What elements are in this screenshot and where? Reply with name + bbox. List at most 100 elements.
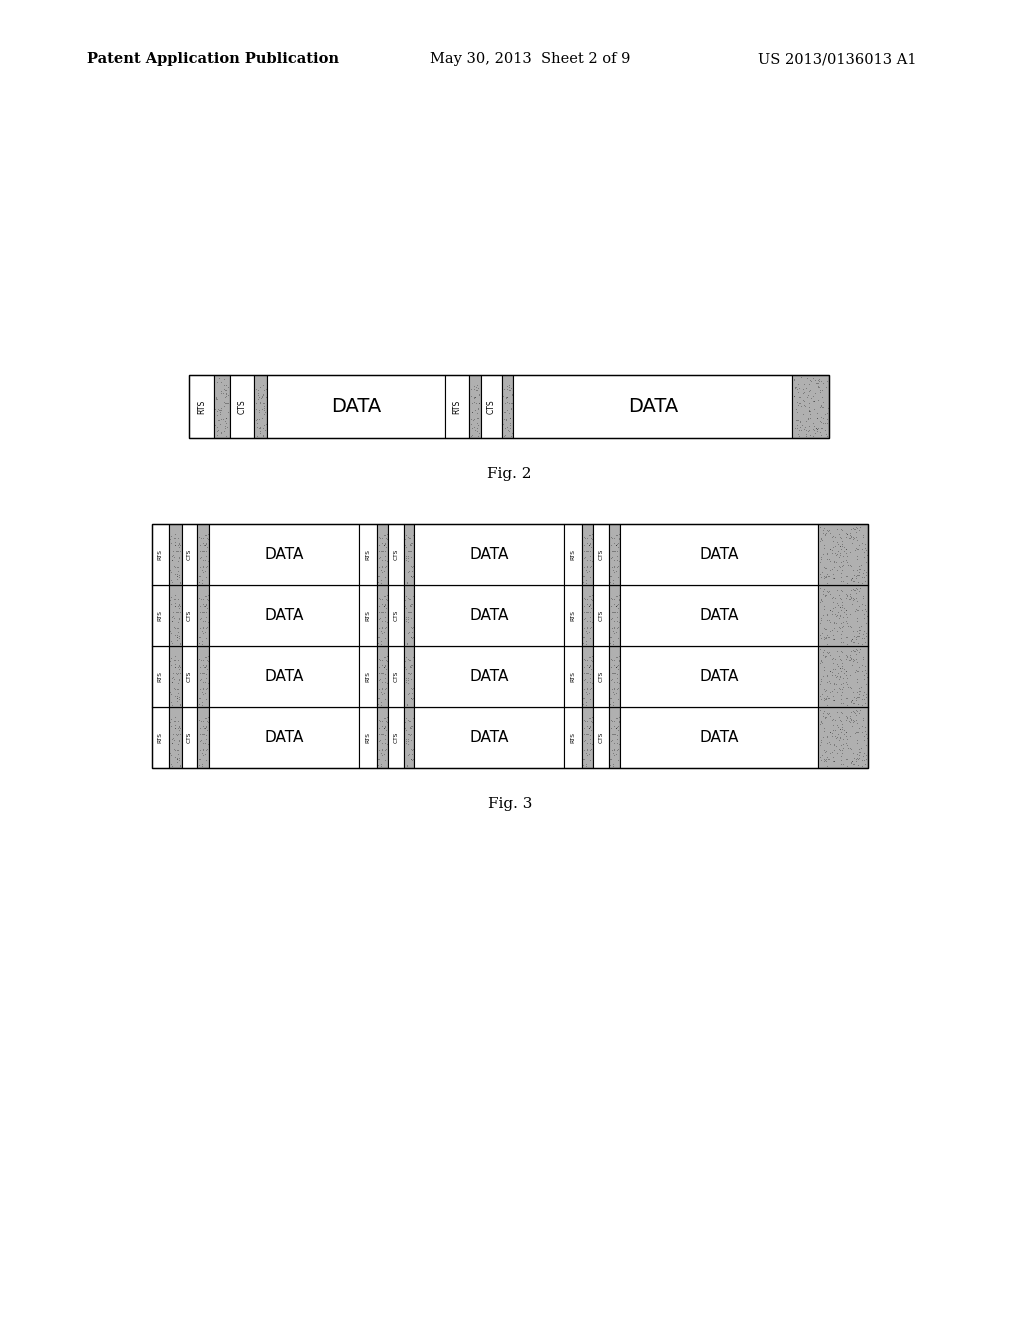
Point — [496, 426, 512, 447]
Point — [842, 554, 858, 576]
Point — [164, 549, 180, 570]
Point — [605, 620, 622, 642]
Point — [830, 616, 847, 638]
Point — [834, 743, 850, 764]
Point — [842, 528, 858, 549]
Point — [858, 540, 874, 561]
Point — [402, 730, 419, 751]
Point — [251, 418, 267, 440]
Point — [218, 383, 234, 404]
Point — [838, 705, 854, 726]
Point — [844, 568, 860, 589]
Point — [584, 706, 600, 727]
Text: CTS: CTS — [393, 733, 398, 743]
Point — [845, 754, 861, 775]
Point — [163, 684, 179, 705]
Point — [169, 568, 185, 589]
Point — [168, 601, 184, 622]
Point — [811, 516, 827, 537]
Point — [828, 701, 845, 722]
Point — [165, 544, 181, 565]
Point — [404, 748, 421, 770]
Point — [166, 677, 182, 698]
Point — [403, 616, 420, 638]
Point — [191, 709, 208, 730]
Point — [856, 729, 872, 750]
Point — [818, 564, 835, 585]
Point — [848, 527, 864, 548]
Point — [851, 744, 867, 766]
Point — [834, 710, 850, 731]
Point — [817, 376, 834, 397]
Point — [835, 737, 851, 758]
Point — [606, 710, 623, 731]
Point — [167, 595, 183, 616]
Point — [792, 412, 808, 433]
Point — [830, 730, 847, 751]
Point — [402, 655, 419, 676]
Point — [172, 656, 188, 677]
Point — [172, 723, 188, 744]
Point — [371, 626, 387, 647]
Point — [191, 688, 208, 709]
Point — [217, 425, 233, 446]
Point — [813, 607, 829, 628]
Point — [850, 539, 866, 560]
Point — [838, 660, 854, 681]
Point — [801, 393, 817, 414]
Point — [249, 412, 265, 433]
Point — [583, 750, 599, 771]
Point — [583, 715, 599, 737]
Point — [843, 710, 859, 731]
Point — [163, 692, 179, 713]
Point — [254, 399, 270, 420]
Point — [838, 644, 854, 665]
Point — [171, 597, 187, 618]
Point — [830, 738, 847, 759]
Point — [583, 566, 599, 587]
Point — [607, 717, 624, 738]
Point — [503, 425, 519, 446]
Point — [577, 602, 593, 623]
Point — [167, 624, 183, 645]
Point — [166, 653, 182, 675]
Bar — [593, 585, 609, 647]
Point — [609, 554, 626, 576]
Point — [373, 560, 389, 581]
Point — [820, 731, 837, 752]
Point — [848, 565, 864, 586]
Point — [859, 667, 876, 688]
Point — [200, 734, 216, 755]
Point — [845, 620, 861, 642]
Point — [172, 540, 188, 561]
Point — [816, 517, 833, 539]
Point — [833, 727, 849, 748]
Point — [169, 624, 185, 645]
Point — [579, 549, 595, 570]
Point — [831, 523, 848, 544]
Bar — [818, 524, 868, 585]
Point — [834, 681, 850, 702]
Point — [581, 656, 597, 677]
Point — [217, 417, 233, 438]
Point — [821, 644, 838, 665]
Point — [377, 586, 393, 607]
Point — [376, 595, 392, 616]
Point — [167, 656, 183, 677]
Point — [805, 412, 821, 433]
Point — [252, 421, 268, 442]
Point — [504, 422, 520, 444]
Point — [827, 612, 844, 634]
Point — [165, 602, 181, 623]
Point — [171, 607, 187, 628]
Point — [819, 543, 836, 564]
Point — [826, 527, 843, 548]
Point — [818, 665, 835, 686]
Point — [207, 399, 223, 420]
Point — [402, 602, 419, 623]
Point — [170, 527, 186, 548]
Point — [400, 709, 417, 730]
Point — [164, 545, 180, 566]
Point — [813, 412, 829, 433]
Point — [198, 586, 214, 607]
